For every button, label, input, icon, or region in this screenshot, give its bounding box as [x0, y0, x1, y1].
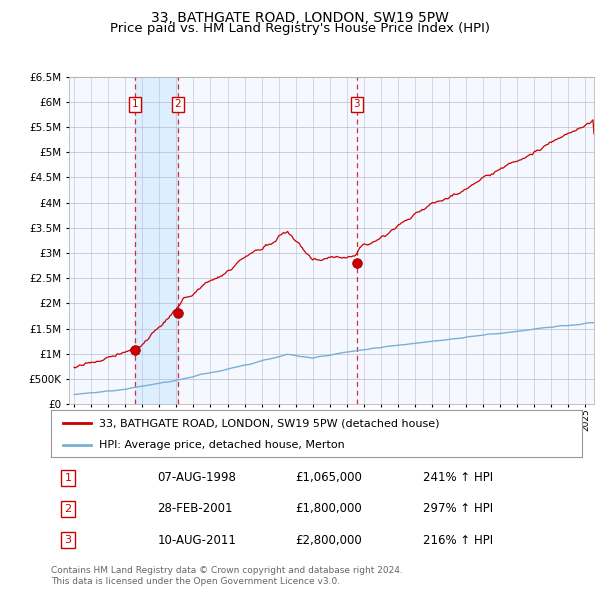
Text: HPI: Average price, detached house, Merton: HPI: Average price, detached house, Mert… [99, 441, 344, 450]
Text: 07-AUG-1998: 07-AUG-1998 [157, 471, 236, 484]
Text: 241% ↑ HPI: 241% ↑ HPI [422, 471, 493, 484]
Text: 3: 3 [353, 99, 360, 109]
Text: 1: 1 [64, 473, 71, 483]
Text: £1,065,000: £1,065,000 [295, 471, 362, 484]
Bar [135, 77, 178, 404]
Text: 33, BATHGATE ROAD, LONDON, SW19 5PW: 33, BATHGATE ROAD, LONDON, SW19 5PW [151, 11, 449, 25]
Text: 1: 1 [132, 99, 139, 109]
Text: £1,800,000: £1,800,000 [295, 502, 362, 516]
Text: Price paid vs. HM Land Registry's House Price Index (HPI): Price paid vs. HM Land Registry's House … [110, 22, 490, 35]
Text: 2: 2 [64, 504, 71, 514]
Text: 297% ↑ HPI: 297% ↑ HPI [422, 502, 493, 516]
Text: 28-FEB-2001: 28-FEB-2001 [157, 502, 233, 516]
Text: 3: 3 [64, 535, 71, 545]
Text: Contains HM Land Registry data © Crown copyright and database right 2024.
This d: Contains HM Land Registry data © Crown c… [51, 566, 403, 586]
Text: 33, BATHGATE ROAD, LONDON, SW19 5PW (detached house): 33, BATHGATE ROAD, LONDON, SW19 5PW (det… [99, 418, 439, 428]
Text: 216% ↑ HPI: 216% ↑ HPI [422, 533, 493, 546]
Text: 2: 2 [175, 99, 181, 109]
Text: 10-AUG-2011: 10-AUG-2011 [157, 533, 236, 546]
Text: £2,800,000: £2,800,000 [295, 533, 362, 546]
